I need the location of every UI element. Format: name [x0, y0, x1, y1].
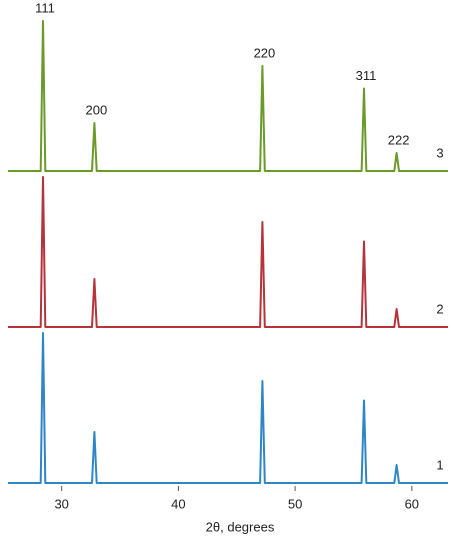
xrd-trace [8, 20, 448, 172]
x-tick-label: 50 [288, 496, 302, 511]
peak-label: 200 [86, 102, 108, 117]
x-axis-label: 2θ, degrees [206, 519, 275, 534]
peak-label: 111 [35, 0, 55, 15]
series-label: 3 [436, 145, 443, 160]
peak-label: 311 [356, 68, 377, 83]
x-tick-label: 40 [171, 496, 185, 511]
xrd-trace [8, 332, 448, 484]
x-tick-label: 60 [405, 496, 419, 511]
peak-label: 220 [254, 45, 276, 60]
xrd-trace [8, 176, 448, 328]
series-label: 2 [436, 301, 443, 316]
peak-label: 222 [388, 132, 410, 147]
series-label: 1 [436, 457, 443, 472]
x-tick-label: 30 [54, 496, 68, 511]
